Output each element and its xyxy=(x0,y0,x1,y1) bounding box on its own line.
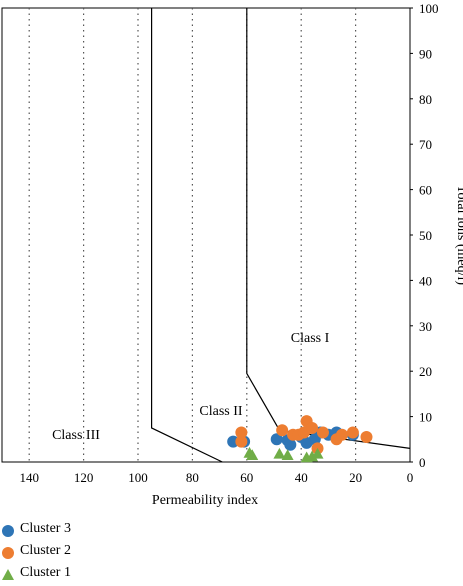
point-cluster-2 xyxy=(346,426,359,439)
legend-label: Cluster 1 xyxy=(20,565,71,580)
x-tick-label: 120 xyxy=(74,470,94,485)
y-axis-title: Total ions (meq/l) xyxy=(454,185,463,285)
legend-marker-circle-orange xyxy=(2,547,14,559)
region-label-class-iii: Class III xyxy=(52,428,100,443)
x-tick-label: 0 xyxy=(407,470,414,485)
point-cluster-3 xyxy=(284,438,297,451)
legend-label: Cluster 3 xyxy=(20,521,71,536)
y-tick-label: 0 xyxy=(419,455,426,470)
x-tick-label: 80 xyxy=(186,470,199,485)
region-label-class-ii: Class II xyxy=(199,404,243,419)
point-cluster-2 xyxy=(235,435,248,448)
point-cluster-2 xyxy=(316,426,329,439)
x-tick-label: 100 xyxy=(128,470,148,485)
legend-marker-triangle-green xyxy=(2,569,14,580)
x-tick-label: 140 xyxy=(19,470,39,485)
point-cluster-1 xyxy=(246,449,259,460)
y-tick-label: 50 xyxy=(419,228,432,243)
point-cluster-1 xyxy=(311,447,324,459)
point-cluster-2 xyxy=(336,428,348,441)
class-boundaries xyxy=(151,8,411,463)
point-cluster-3 xyxy=(270,433,283,446)
point-cluster-1 xyxy=(306,450,319,462)
point-cluster-2 xyxy=(360,431,373,444)
y-tick-label: 70 xyxy=(419,137,432,152)
data-points xyxy=(227,415,373,463)
y-tick-label: 40 xyxy=(419,273,432,288)
y-tick-label: 100 xyxy=(419,1,439,16)
y-tick-label: 60 xyxy=(419,183,432,198)
y-tick-label: 30 xyxy=(419,319,432,334)
boundary-line-1 xyxy=(151,8,223,463)
point-cluster-1 xyxy=(281,449,294,460)
legend-label: Cluster 2 xyxy=(20,543,71,558)
scatter-chart: 140 120 100 80 60 40 20 0 0 10 20 30 40 50 60 70 80 90 10… xyxy=(1,1,463,508)
boundary-line-2 xyxy=(246,8,411,449)
y-tick-label: 80 xyxy=(419,92,432,107)
y-tick-label: 20 xyxy=(419,364,432,379)
point-cluster-2 xyxy=(306,421,319,434)
point-cluster-2 xyxy=(276,424,289,437)
x-axis-ticks: 140 120 100 80 60 40 20 0 xyxy=(19,470,413,485)
x-tick-label: 20 xyxy=(349,470,362,485)
point-cluster-2 xyxy=(235,426,248,439)
x-axis-title: Permeability index xyxy=(152,493,258,508)
region-label-class-i: Class I xyxy=(291,331,330,346)
plot-frame xyxy=(1,7,411,463)
x-tick-label: 40 xyxy=(295,470,308,485)
x-tick-label: 60 xyxy=(240,470,253,485)
y-axis-ticks: 0 10 20 30 40 50 60 70 80 90 100 xyxy=(410,1,439,470)
gridlines xyxy=(28,8,357,462)
y-tick-label: 90 xyxy=(419,46,432,61)
y-tick-label: 10 xyxy=(419,410,432,425)
point-cluster-1 xyxy=(273,447,286,459)
legend-marker-circle-blue xyxy=(2,525,14,537)
